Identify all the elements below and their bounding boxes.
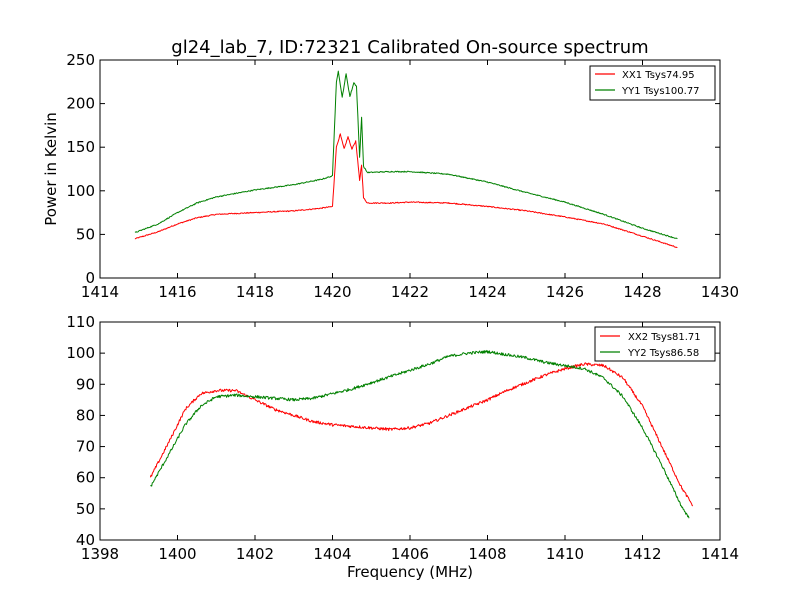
x-tick-label: 1404 (313, 545, 351, 563)
x-tick-label: 1430 (701, 283, 739, 301)
x-tick-label: 1426 (546, 283, 584, 301)
x-tick-label: 1406 (391, 545, 429, 563)
y-tick-label: 100 (66, 182, 95, 200)
chart-title: gl24_lab_7, ID:72321 Calibrated On-sourc… (171, 37, 648, 58)
series-line-yy1 (134, 70, 678, 240)
y-tick-label: 150 (66, 138, 95, 156)
x-tick-label: 1398 (81, 545, 119, 563)
x-tick-label: 1410 (546, 545, 584, 563)
bottom-series-layer (149, 349, 693, 519)
y-tick-label: 80 (76, 406, 95, 424)
y-tick-label: 50 (76, 225, 95, 243)
y-tick-label: 110 (66, 313, 95, 331)
x-tick-label: 1414 (81, 283, 119, 301)
x-tick-label: 1422 (391, 283, 429, 301)
top-legend: XX1 Tsys74.95 YY1 Tsys100.77 (589, 65, 716, 101)
y-tick-label: 60 (76, 469, 95, 487)
series-line-xx2 (149, 362, 693, 507)
y-tick-label: 70 (76, 438, 95, 456)
top-ticks-layer: 1414 1416 1418 1420 1422 1424 1426 1428 1430 0 50 1… (66, 51, 739, 301)
bottom-ticks-layer: 1398 1400 1402 1404 1406 1408 1410 1412 1414 40 50… (66, 313, 739, 563)
x-tick-label: 1418 (236, 283, 274, 301)
bottom-panel: 1398 1400 1402 1404 1406 1408 1410 1412 1414 40 50… (66, 313, 739, 581)
top-panel: gl24_lab_7, ID:72321 Calibrated On-sourc… (42, 37, 739, 301)
x-tick-label: 1400 (158, 545, 196, 563)
top-series-layer (134, 70, 678, 248)
y-tick-label: 200 (66, 95, 95, 113)
legend-label-yy1: YY1 Tsys100.77 (621, 86, 700, 97)
series-line-xx1 (134, 133, 678, 248)
x-tick-label: 1414 (701, 545, 739, 563)
legend-label-xx2: XX2 Tsys81.71 (628, 332, 701, 343)
x-tick-label: 1408 (468, 545, 506, 563)
x-tick-label: 1420 (313, 283, 351, 301)
y-tick-label: 50 (76, 500, 95, 518)
series-line-yy2 (150, 349, 690, 519)
x-tick-label: 1402 (236, 545, 274, 563)
x-tick-label: 1416 (158, 283, 196, 301)
y-tick-label: 90 (76, 375, 95, 393)
bottom-legend-box (594, 326, 716, 362)
x-tick-label: 1424 (468, 283, 506, 301)
bottom-legend: XX2 Tsys81.71 YY2 Tsys86.58 (594, 326, 716, 362)
legend-label-yy2: YY2 Tsys86.58 (627, 348, 699, 359)
y-tick-label: 0 (85, 269, 95, 287)
y-axis-label: Power in Kelvin (42, 112, 60, 226)
x-tick-label: 1428 (623, 283, 661, 301)
legend-label-xx1: XX1 Tsys74.95 (622, 70, 695, 81)
y-tick-label: 100 (66, 344, 95, 362)
top-legend-box (589, 65, 716, 101)
x-tick-label: 1412 (623, 545, 661, 563)
y-tick-label: 250 (66, 51, 95, 69)
x-axis-label: Frequency (MHz) (347, 563, 473, 581)
y-tick-label: 40 (76, 531, 95, 549)
